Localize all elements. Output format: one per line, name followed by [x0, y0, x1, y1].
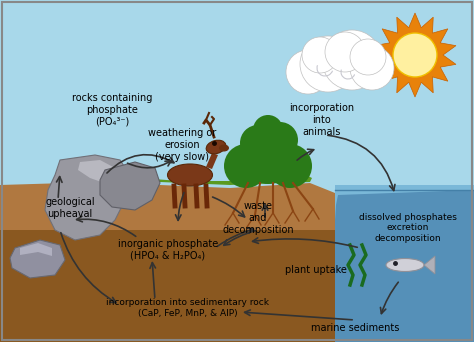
Polygon shape — [424, 256, 435, 274]
Polygon shape — [100, 176, 312, 185]
Polygon shape — [0, 230, 340, 342]
Ellipse shape — [206, 140, 226, 154]
Text: dissolved phosphates
excretion
decomposition: dissolved phosphates excretion decomposi… — [359, 213, 457, 243]
Polygon shape — [100, 162, 160, 210]
Polygon shape — [335, 190, 474, 342]
Ellipse shape — [167, 164, 212, 186]
Polygon shape — [335, 185, 474, 342]
Text: weathering or
erosion
(very slow): weathering or erosion (very slow) — [148, 128, 216, 162]
Text: incorporation into sedimentary rock
(CaP, FeP, MnP, & AlP): incorporation into sedimentary rock (CaP… — [107, 298, 270, 318]
Circle shape — [253, 115, 283, 145]
Polygon shape — [78, 160, 118, 185]
Circle shape — [224, 144, 268, 188]
Circle shape — [350, 46, 394, 90]
Text: waste
and
decomposition: waste and decomposition — [222, 201, 294, 235]
Circle shape — [240, 125, 276, 161]
Circle shape — [350, 39, 386, 75]
Circle shape — [268, 144, 312, 188]
Text: marine sediments: marine sediments — [311, 323, 399, 333]
Polygon shape — [206, 153, 218, 169]
Circle shape — [302, 37, 338, 73]
Ellipse shape — [386, 259, 424, 272]
Circle shape — [240, 128, 296, 184]
Text: inorganic phosphate
(HPO₄ & H₂PO₄): inorganic phosphate (HPO₄ & H₂PO₄) — [118, 239, 218, 261]
Ellipse shape — [219, 145, 229, 152]
Polygon shape — [45, 155, 130, 240]
Circle shape — [262, 122, 298, 158]
Polygon shape — [10, 240, 65, 278]
Circle shape — [325, 32, 365, 72]
Circle shape — [286, 50, 330, 94]
Polygon shape — [0, 182, 340, 342]
Text: incorporation
into
animals: incorporation into animals — [290, 103, 355, 136]
Polygon shape — [20, 243, 52, 256]
Circle shape — [300, 36, 356, 92]
Polygon shape — [374, 13, 456, 97]
Text: rocks containing
phosphate
(PO₄³⁻): rocks containing phosphate (PO₄³⁻) — [72, 93, 152, 127]
Text: geological
upheaval: geological upheaval — [45, 197, 95, 219]
Circle shape — [393, 33, 437, 77]
Text: plant uptake: plant uptake — [285, 265, 347, 275]
Circle shape — [322, 30, 382, 90]
